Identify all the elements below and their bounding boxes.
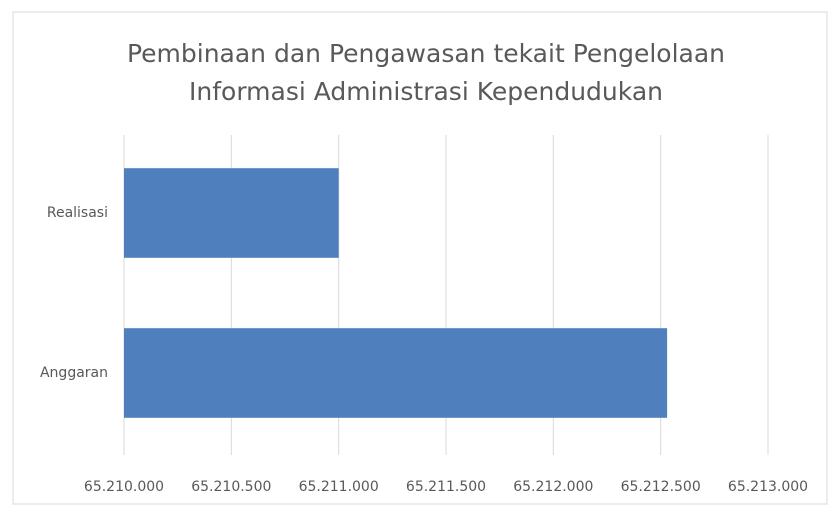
y-tick-label: Realisasi bbox=[47, 205, 108, 221]
x-tick-label: 65.210.000 bbox=[84, 479, 164, 495]
bar bbox=[124, 168, 339, 258]
x-tick-label: 65.212.000 bbox=[513, 479, 593, 495]
x-tick-label: 65.211.500 bbox=[406, 479, 486, 495]
x-tick-label: 65.213.000 bbox=[728, 479, 808, 495]
y-tick-label: Anggaran bbox=[40, 365, 108, 381]
bar bbox=[124, 328, 668, 418]
chart-frame bbox=[12, 11, 828, 505]
chart-title: Pembinaan dan Pengawasan tekait Pengelol… bbox=[127, 39, 725, 68]
x-tick-label: 65.211.000 bbox=[299, 479, 379, 495]
x-tick-label: 65.212.500 bbox=[621, 479, 701, 495]
chart-title: Informasi Administrasi Kependudukan bbox=[189, 77, 663, 106]
x-tick-label: 65.210.500 bbox=[191, 479, 271, 495]
